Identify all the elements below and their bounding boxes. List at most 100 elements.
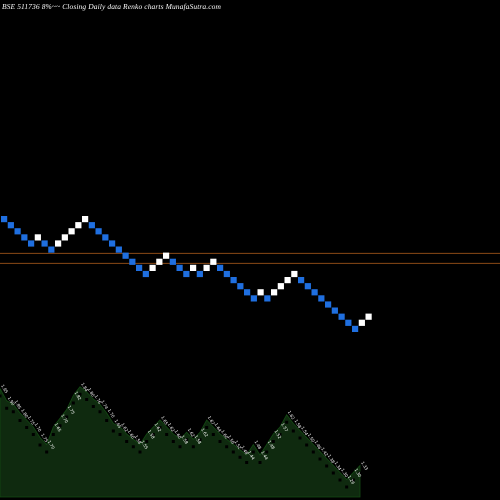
volume-label: 1.62 [200,427,209,438]
down-brick [95,228,102,235]
volume-label: 1.62 [187,427,196,438]
volume-marker [71,401,75,405]
down-brick [28,240,35,247]
down-brick [237,283,244,290]
down-brick [196,270,203,278]
volume-label: 1.65 [160,415,169,426]
down-brick [136,264,143,271]
up-brick [61,234,68,241]
down-brick [122,252,129,259]
volume-marker [251,450,255,454]
volume-marker [238,455,242,459]
down-brick [311,289,318,296]
down-brick [338,313,345,320]
volume-label: 1.67 [207,415,216,426]
volume-label: 1.44 [247,450,256,461]
volume-marker [151,433,155,436]
down-brick [109,240,116,247]
down-brick [88,222,95,229]
volume-marker [331,471,335,475]
up-brick [68,228,75,235]
volume-panel: 1.951.901.851.801.751.701.751.701.651.70… [0,382,369,498]
volume-marker [318,457,322,461]
volume-marker [145,440,149,443]
volume-marker [165,433,169,436]
volume-label: 1.30 [340,468,349,479]
volume-label: 1.90 [7,396,16,407]
up-brick [163,252,170,259]
volume-label: 1.34 [333,461,342,472]
volume-marker [291,429,295,433]
volume-label: 1.48 [240,445,249,456]
volume-marker [358,471,362,475]
down-brick [48,246,55,253]
volume-label: 1.52 [273,429,282,440]
volume-marker [311,450,315,454]
down-brick [21,234,28,241]
volume-marker [5,406,9,410]
volume-marker [305,443,309,447]
down-brick [102,234,109,241]
up-brick [284,277,291,284]
volume-marker [31,433,35,436]
volume-marker [11,410,15,414]
volume-label: 1.38 [327,454,336,465]
volume-marker [278,433,282,436]
volume-marker [345,485,349,489]
chart-title: BSE 511736 8%~~ Closing Daily data Renko… [2,2,222,11]
up-brick [203,264,210,271]
down-brick [142,270,149,278]
down-brick [345,319,352,326]
volume-label: 1.52 [233,440,242,451]
renko-bricks [1,216,372,332]
down-brick [169,258,176,265]
down-brick [264,295,271,302]
volume-label: 1.75 [40,433,49,444]
down-brick [129,258,136,265]
volume-marker [78,392,82,396]
volume-label: 1.56 [227,434,236,445]
volume-marker [285,420,289,424]
volume-marker [191,445,195,449]
down-brick [14,228,21,235]
volume-label: 1.57 [280,422,289,433]
volume-label: 1.26 [347,475,356,486]
volume-label: 1.58 [147,429,156,440]
volume-label: 1.65 [113,419,122,430]
volume-marker [271,440,275,443]
volume-label: 1.58 [293,419,302,430]
volume-marker [245,461,249,464]
volume-label: 1.30 [353,468,362,479]
volume-label: 1.62 [120,422,129,433]
down-brick [1,216,8,223]
volume-label: 1.60 [220,429,229,440]
volume-marker [51,433,55,436]
down-brick [304,283,311,290]
volume-marker [225,445,229,449]
volume-marker [205,426,209,429]
down-brick [331,307,338,314]
down-brick [318,295,325,302]
volume-marker [258,461,262,464]
volume-label: 1.70 [60,413,69,424]
up-brick [291,270,298,278]
volume-marker [351,478,355,482]
up-brick [277,283,284,290]
volume-marker [338,478,342,482]
volume-label: 1.70 [107,408,116,419]
volume-label: 1.64 [213,422,222,433]
volume-marker [198,438,202,442]
volume-marker [58,424,62,428]
volume-label: 1.54 [300,426,309,437]
volume-label: 1.62 [287,410,296,421]
volume-label: 1.82 [73,391,82,402]
volume-marker [118,433,122,436]
volume-label: 1.80 [20,408,29,419]
volume-marker [325,464,329,468]
down-brick [176,264,183,271]
volume-label: 1.58 [133,434,142,445]
reference-lines [0,252,500,264]
up-brick [149,264,156,271]
volume-label: 1.75 [67,405,76,416]
volume-marker [18,419,22,422]
